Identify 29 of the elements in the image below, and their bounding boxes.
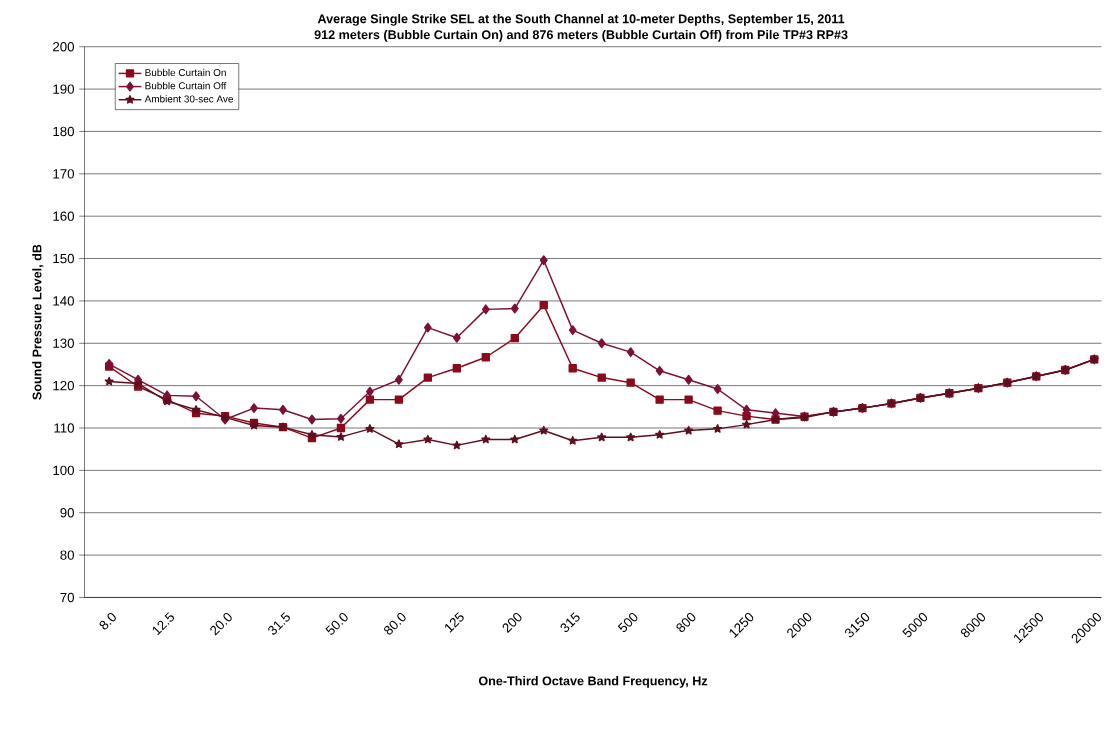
y-tick-label: 100 bbox=[53, 465, 75, 476]
legend-label: Ambient 30-sec Ave bbox=[144, 95, 234, 103]
y-tick-label: 130 bbox=[53, 338, 75, 349]
chart-title: Average Single Strike SEL at the South Channel at 10-meter Depths, September 15, 2011 bbox=[317, 14, 845, 27]
y-tick-label: 200 bbox=[53, 42, 75, 52]
y-tick-label: 120 bbox=[53, 381, 75, 391]
x-tick-label: 315 bbox=[560, 612, 580, 633]
x-tick-label: 50.0 bbox=[325, 613, 348, 635]
x-axis-title: One-Third Octave Band Frequency, Hz bbox=[478, 676, 708, 689]
y-tick-label: 180 bbox=[53, 126, 75, 137]
x-tick-label: 80.0 bbox=[384, 613, 406, 635]
y-tick-label: 110 bbox=[54, 423, 75, 433]
y-tick-label: 70 bbox=[60, 593, 75, 603]
x-tick-label: 125 bbox=[445, 612, 464, 633]
y-axis-title: Sound Pressure Level, dB bbox=[32, 244, 44, 400]
x-tick-label: 500 bbox=[617, 613, 638, 633]
x-tick-label: 8.0 bbox=[99, 613, 116, 630]
x-tick-label: 200 bbox=[502, 613, 522, 634]
chart-subtitle: 912 meters (Bubble Curtain On) and 876 meters (Bubble Curtain Off) from Pile TP#3 RP#3 bbox=[314, 30, 848, 42]
legend-label: Bubble Curtain On bbox=[145, 69, 226, 77]
y-tick-label: 170 bbox=[53, 169, 75, 179]
legend-label: Bubble Curtain Off bbox=[145, 82, 227, 90]
y-tick-label: 190 bbox=[53, 84, 75, 94]
y-tick-label: 90 bbox=[60, 508, 75, 518]
y-tick-label: 140 bbox=[53, 296, 75, 306]
y-tick-label: 80 bbox=[60, 550, 75, 561]
y-tick-label: 160 bbox=[53, 211, 75, 222]
x-tick-label: 800 bbox=[676, 613, 696, 633]
y-tick-label: 150 bbox=[53, 254, 75, 264]
